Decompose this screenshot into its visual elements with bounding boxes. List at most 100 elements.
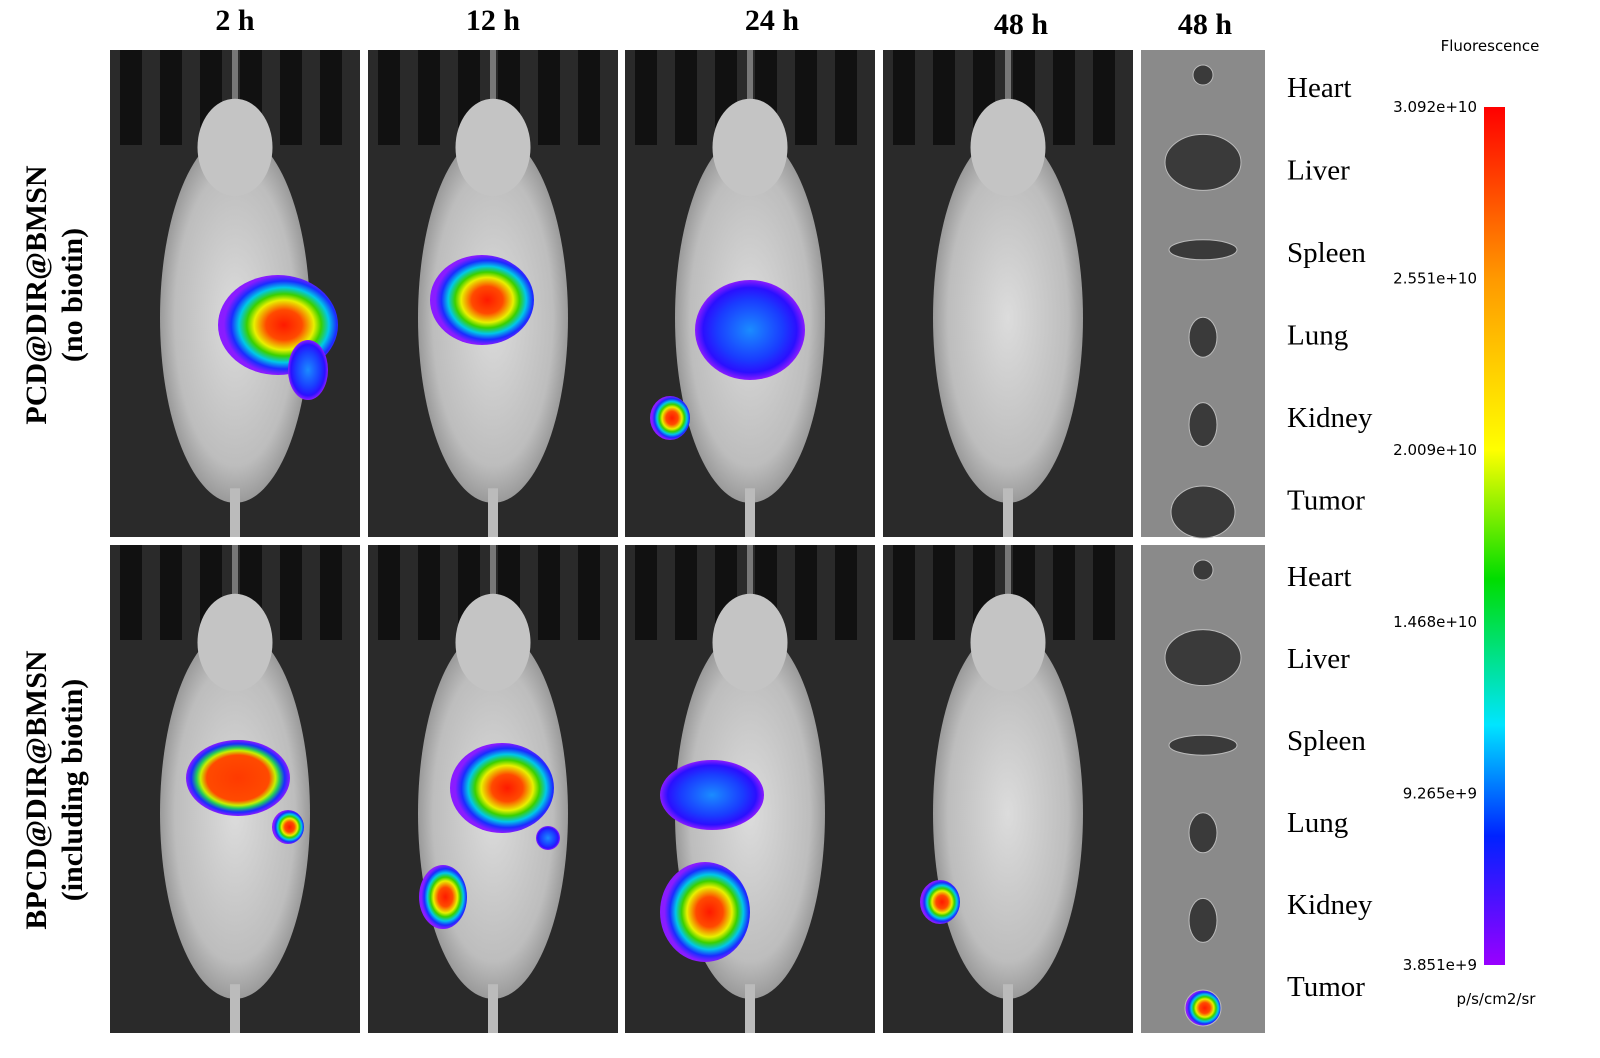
mouse-tail [230,488,240,537]
organ [1188,316,1218,358]
organ [1168,239,1238,261]
holder-bar [160,545,182,640]
fluorescence-signal [650,396,690,440]
holder-bar [893,545,915,640]
holder-rod [232,545,238,625]
holder-bar [933,545,955,640]
column-header: 48 h [1178,8,1233,41]
image-panel [883,50,1133,537]
fluorescence-signal [450,743,554,833]
organ-label: Lung [1287,320,1348,352]
mouse-tail [745,984,755,1033]
holder-bar [120,545,142,640]
holder-bar [320,50,342,145]
image-panel [110,50,360,537]
organ [1164,133,1242,191]
colorbar-tick-label: 1.468e+10 [1393,613,1477,631]
column-header: 48 h [994,8,1049,41]
mouse-tail [230,984,240,1033]
holder-bar [835,545,857,640]
organ-label: Heart [1287,72,1351,104]
organ-panel [1141,545,1265,1033]
fluorescence-signal [272,810,304,844]
fluorescence-signal [660,862,750,962]
panel-background [1141,545,1265,1033]
holder-bar [1093,50,1115,145]
mouse-head [455,98,531,197]
organ-labels: Heart Liver Spleen Lung Kidney Tumor Heart Live… [1287,72,1373,1003]
fluorescence-signal [695,280,805,380]
holder-rod [490,545,496,625]
mouse-head [970,593,1046,692]
image-panel [625,50,875,537]
fluorescence-signal [288,340,328,400]
image-panel [110,545,360,1033]
organ [1184,989,1222,1027]
holder-bar [280,545,302,640]
organ-label: Kidney [1287,402,1373,434]
colorbar [1484,107,1505,965]
colorbar-unit: p/s/cm2/sr [1457,990,1537,1008]
holder-bar [893,50,915,145]
holder-rod [747,50,753,130]
colorbar-title: Fluorescence [1441,37,1540,55]
holder-bar [538,545,560,640]
holder-bar [1093,545,1115,640]
holder-bar [418,545,440,640]
holder-bar [378,545,400,640]
organ-label: Liver [1287,155,1350,187]
organ-label: Tumor [1287,971,1365,1003]
colorbar-tick-label: 9.265e+9 [1403,784,1477,802]
holder-bar [1053,545,1075,640]
organ-label: Liver [1287,643,1350,675]
image-panels [110,50,1265,1033]
mouse-head [455,593,531,692]
fluorescence-signal [430,255,534,345]
row-title: BPCD@DIR@BMSN [20,650,53,929]
holder-bar [835,50,857,145]
mouse-head [970,98,1046,197]
holder-rod [232,50,238,130]
holder-bar [320,545,342,640]
holder-bar [795,545,817,640]
holder-bar [378,50,400,145]
column-header: 12 h [466,4,521,37]
mouse-tail [745,488,755,537]
column-header: 2 h [215,4,255,37]
organ [1188,897,1218,943]
image-panel [368,545,618,1033]
organ [1188,812,1218,854]
mouse-head [197,98,273,197]
image-panel [368,50,618,537]
holder-bar [635,545,657,640]
mouse-tail [488,488,498,537]
organ [1192,64,1214,86]
colorbar-tick-label: 2.551e+10 [1393,270,1477,288]
mouse-head [197,593,273,692]
organ [1188,402,1218,448]
image-panel [883,545,1133,1033]
panel-background [1141,50,1265,537]
mouse-tail [1003,488,1013,537]
fluorescence-signal [419,865,467,929]
holder-rod [747,545,753,625]
organ-panel [1141,50,1265,539]
mouse-body [933,627,1083,999]
organ [1168,734,1238,756]
holder-bar [120,50,142,145]
colorbar-ticks: 3.092e+10 2.551e+10 2.009e+10 1.468e+10 9.26… [1393,98,1477,974]
organ-label: Lung [1287,807,1348,839]
row-title: PCD@DIR@BMSN [20,165,53,424]
fluorescence-signal [536,826,560,850]
holder-bar [675,50,697,145]
organ-label: Spleen [1287,237,1366,269]
fluorescence-signal [660,760,764,830]
holder-bar [795,50,817,145]
row-subtitle: (no biotin) [56,228,89,362]
organ [1192,559,1214,581]
row-label: PCD@DIR@BMSN (no biotin) [20,165,89,424]
holder-bar [578,545,600,640]
mouse-head [712,593,788,692]
image-panel [625,545,875,1033]
